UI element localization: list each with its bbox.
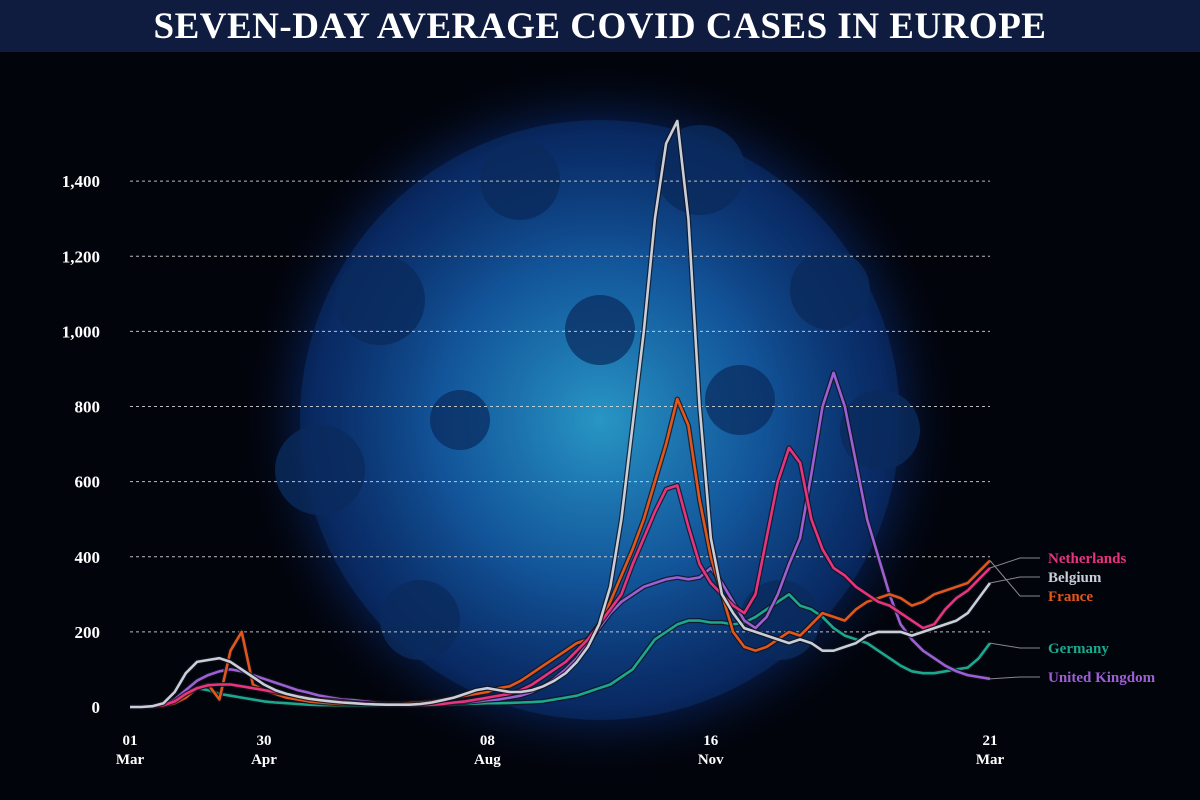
y-tick-label: 400 (75, 548, 101, 567)
legend-label: United Kingdom (1048, 670, 1156, 686)
x-tick-label: 01 Mar (115, 733, 145, 768)
background-virus (240, 60, 960, 780)
x-tick-label: 16 Nov (697, 733, 724, 768)
legend-connector (989, 576, 1040, 584)
line (130, 119, 992, 709)
y-tick-label: 600 (75, 473, 101, 492)
legend-connector (989, 642, 1040, 649)
line (130, 593, 992, 709)
y-tick-label: 1,400 (62, 172, 100, 191)
legend-connector (989, 557, 1040, 569)
legend-connector (989, 560, 1040, 597)
y-tick-label: 1,200 (62, 247, 100, 266)
x-tick-label: 08 Aug (474, 733, 501, 768)
x-tick-label: 30 Apr (251, 733, 277, 768)
y-tick-label: 200 (75, 623, 101, 642)
x-tick-label: 21 Mar (975, 733, 1005, 768)
legend-label: Germany (1048, 641, 1109, 657)
legend-label: Netherlands (1048, 551, 1126, 567)
chart-title: SEVEN-DAY AVERAGE COVID CASES IN EUROPE (153, 5, 1047, 47)
legend-label: Belgium (1048, 570, 1102, 586)
legend-label: France (1048, 589, 1093, 605)
legend-connector (989, 676, 1040, 680)
y-tick-label: 0 (92, 698, 101, 717)
y-tick-label: 800 (75, 398, 101, 417)
y-tick-label: 1,000 (62, 322, 100, 341)
title-bar: SEVEN-DAY AVERAGE COVID CASES IN EUROPE (0, 0, 1200, 52)
